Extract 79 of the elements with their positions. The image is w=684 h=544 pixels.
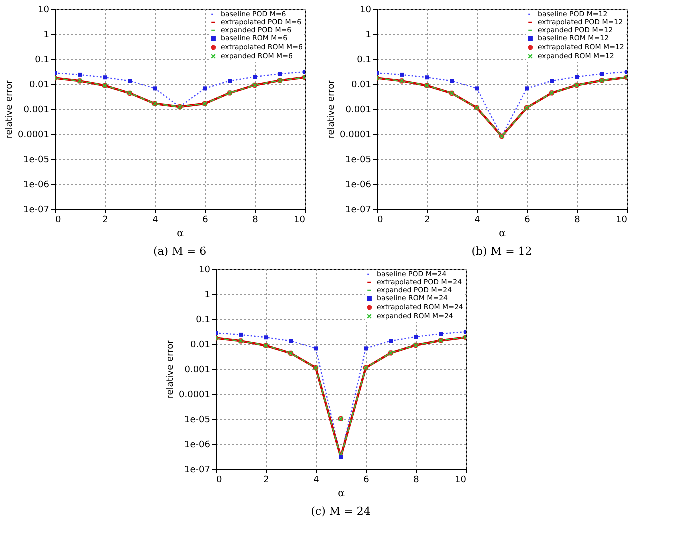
x-tick-label: 0 [56,216,62,226]
point [389,339,393,344]
x-tick-label: 10 [616,216,628,226]
x-tick-label: 4 [474,216,481,226]
point [228,79,232,84]
point [600,72,604,76]
x-axis-title: α [177,228,184,240]
y-tick-label: 0.0001 [340,130,372,140]
x-tick-label: 2 [264,476,270,486]
y-tick-label: 1e-07 [346,206,372,216]
point [425,76,429,80]
y-tick-label: 1 [366,30,372,40]
x-tick-label: 6 [202,216,209,226]
y-tick-label: 0.1 [357,56,372,66]
point [414,335,418,340]
point [128,79,132,84]
y-tick-label: 1e-07 [24,206,50,216]
y-tick-label: 0.01 [29,80,50,90]
point [450,79,454,84]
x-tick-label: 6 [524,216,531,226]
x-tick-label: 8 [414,476,420,486]
text: (c) M = 24 [311,505,371,518]
y-tick-label: 1e-06 [346,180,372,190]
y-tick-label: 1e-05 [346,156,372,166]
y-tick-label: 0.001 [184,366,210,376]
text: (a) M = 6 [153,245,207,258]
y-tick-label: 0.0001 [179,390,210,400]
x-axis-title: α [499,228,506,240]
point [339,455,343,460]
x-tick-label: 8 [574,216,581,226]
x-tick-label: 10 [455,476,467,486]
point [289,339,293,344]
y-tick-label: 1 [44,30,50,40]
y-axis-title: relative error [166,340,176,399]
y-axis-title: relative error [327,80,338,139]
y-tick-label: 1e-05 [24,156,50,166]
point [475,86,479,91]
point [253,75,257,80]
y-tick-label: 0.001 [24,106,50,116]
x-tick-label: 10 [294,216,306,226]
point [575,75,579,80]
y-tick-label: 0.001 [346,106,372,116]
point [239,332,243,337]
point [400,72,404,77]
y-tick-label: 1 [204,290,210,300]
point [314,346,318,351]
point [153,86,157,91]
y-tick-label: 10 [199,266,211,276]
point [264,336,268,340]
point [103,76,107,80]
y-tick-label: 1e-07 [184,466,210,476]
point [78,72,82,77]
y-tick-label: 1e-05 [184,416,210,426]
y-tick-label: 1e-06 [184,440,211,450]
y-tick-label: 10 [38,6,50,16]
x-tick-label: 8 [252,216,259,226]
point [364,346,368,351]
x-axis-title: α [338,488,346,500]
y-tick-label: 0.1 [196,316,210,326]
point [550,79,554,84]
x-tick-label: 2 [424,216,430,226]
point [439,332,443,336]
y-axis-title: relative error [5,80,16,139]
point [278,72,282,76]
x-tick-label: 0 [216,476,222,486]
y-tick-label: 0.1 [35,56,50,66]
x-tick-label: 0 [378,216,384,226]
y-tick-label: 10 [360,6,372,16]
y-tick-label: 0.01 [190,340,210,350]
x-tick-label: 4 [152,216,159,226]
x-tick-label: 2 [102,216,108,226]
text: (b) M = 12 [472,245,532,258]
point [525,86,529,91]
point [203,86,207,91]
y-tick-label: 0.0001 [18,130,50,140]
x-tick-label: 4 [314,476,320,486]
y-tick-label: 1e-06 [24,180,50,190]
x-tick-label: 6 [364,476,370,486]
y-tick-label: 0.01 [351,80,372,90]
